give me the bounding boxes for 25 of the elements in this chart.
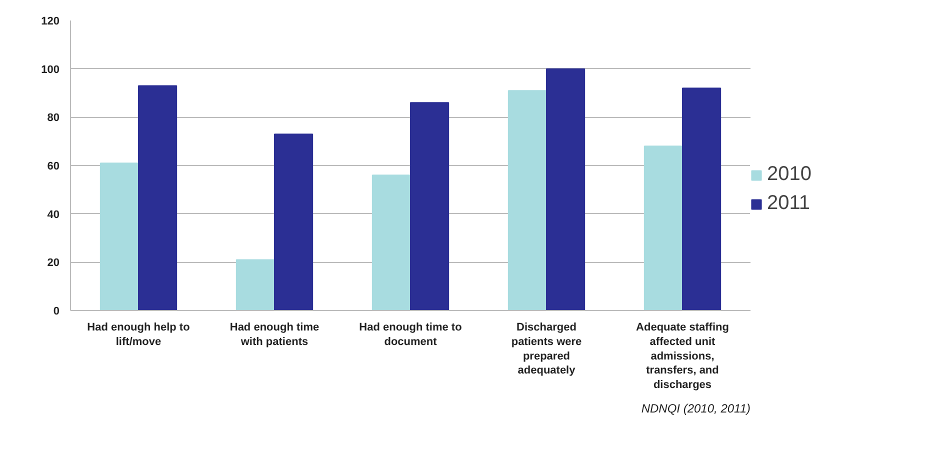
- bar: [546, 68, 586, 310]
- y-tick-label: 40: [47, 208, 60, 221]
- text: NDNQI (2010, 2011): [641, 402, 751, 416]
- bar: [410, 102, 450, 310]
- bar: [372, 174, 411, 310]
- x-tick-label: Had enough time to document: [359, 322, 462, 348]
- y-tick-label: 60: [47, 160, 60, 172]
- x-tick-label: Discharged patients were prepared adequately: [511, 322, 582, 377]
- bar: [682, 88, 722, 310]
- y-tick-label: 100: [41, 64, 60, 76]
- x-tick-label: Had enough time with patients: [230, 322, 320, 348]
- y-tick-label: 20: [47, 257, 60, 270]
- bar: [644, 146, 683, 310]
- x-tick-label: Adequate staffing affected unit admissions, transfers, and discharges: [636, 322, 729, 392]
- bar: [236, 259, 275, 310]
- bar: [138, 85, 178, 310]
- y-tick-label: 80: [47, 112, 60, 124]
- bar: [508, 90, 547, 310]
- bar: [100, 162, 139, 310]
- y-tick-label: 120: [41, 16, 60, 28]
- bar: [274, 134, 314, 310]
- x-tick-label: Had enough help to lift/move: [87, 322, 190, 348]
- legend-label: 2011: [767, 192, 812, 215]
- legend-label: 2010: [767, 163, 812, 186]
- y-tick-label: 0: [53, 306, 60, 318]
